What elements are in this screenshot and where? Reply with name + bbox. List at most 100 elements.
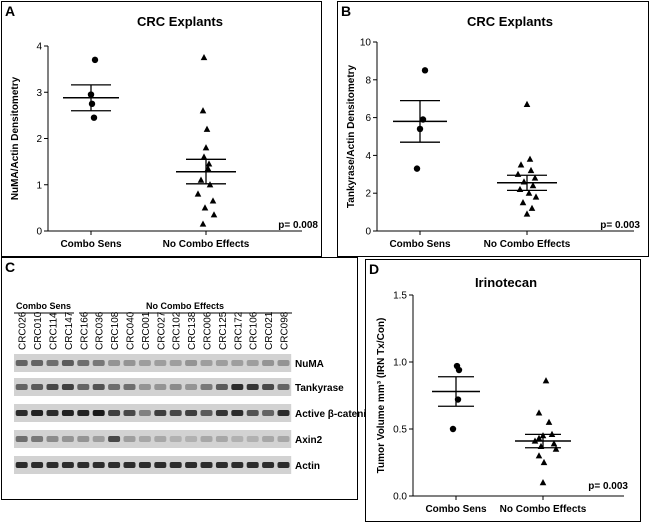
blot-band [46, 360, 59, 366]
data-point-circle [455, 366, 463, 374]
blot-band [61, 384, 74, 390]
y-tick-label: 4 [365, 151, 371, 162]
blot-label: Active β-catenin [295, 409, 372, 420]
blot-band [92, 360, 105, 366]
data-point-triangle [514, 170, 522, 177]
blot-band [31, 384, 44, 390]
blot-band [31, 462, 44, 468]
panel-label-b: B [341, 3, 352, 19]
blot-band [138, 436, 151, 442]
blot-label: Tankyrase [295, 383, 344, 394]
data-point-triangle [535, 434, 543, 441]
data-point-triangle [523, 210, 531, 217]
blot-strip [14, 404, 292, 422]
data-point-circle [421, 67, 429, 74]
blot-label: Axin2 [295, 435, 323, 446]
group-label-combo-sens: Combo Sens [16, 301, 71, 311]
data-point-triangle [200, 53, 208, 61]
data-point-triangle [197, 176, 205, 183]
y-axis-label: NuMA/Actin Densitometry [10, 76, 21, 200]
p-value-annotation: p= 0.003 [588, 481, 628, 492]
blot-band [138, 384, 151, 390]
blot-band [108, 410, 121, 416]
blot-band [215, 436, 228, 442]
data-point-circle [413, 165, 421, 172]
data-point-triangle [545, 418, 553, 425]
blot-band [108, 384, 121, 390]
data-point-circle [449, 425, 457, 433]
blot-band [169, 436, 182, 442]
y-tick-label: 1 [36, 180, 42, 191]
blot-band [246, 436, 259, 442]
blot-band [246, 360, 259, 366]
y-tick-label: 2 [365, 189, 371, 200]
data-point-triangle [523, 100, 531, 107]
sample-label: CRC166 [79, 311, 90, 350]
blot-band [262, 436, 275, 442]
blot-band [200, 384, 213, 390]
chart-title: CRC Explants [137, 14, 223, 29]
blot-band [123, 436, 136, 442]
sample-label: CRC026 [18, 311, 29, 350]
y-tick-label: 0.0 [393, 492, 407, 503]
blot-band [185, 360, 198, 366]
chart-b: CRC Explants 0 2 4 6 8 10 Tankyrase/Actin Densi… [346, 14, 640, 250]
blot-band [231, 410, 244, 416]
x-category-label: Combo Sens [60, 239, 122, 250]
blot-band [77, 410, 90, 416]
data-point-triangle [519, 199, 527, 206]
data-point-triangle [194, 190, 202, 197]
sample-label: CRC138 [187, 311, 198, 350]
data-point-triangle [529, 182, 537, 189]
data-point-triangle [539, 479, 547, 486]
blot-band [262, 384, 275, 390]
blot-band [277, 462, 290, 468]
blot-band [61, 462, 74, 468]
blot-band [231, 462, 244, 468]
blot-band [108, 436, 121, 442]
blot-band [61, 410, 74, 416]
x-category-label: Combo Sens [425, 504, 487, 515]
p-value-annotation: p= 0.003 [600, 220, 640, 231]
data-point-triangle [527, 166, 535, 174]
blot-band [154, 436, 167, 442]
blot-band [169, 360, 182, 366]
data-point-circle [88, 100, 96, 108]
blot-band [31, 436, 44, 442]
blot-strip [14, 456, 292, 474]
blot-band [138, 410, 151, 416]
data-point-triangle [517, 161, 525, 168]
x-category-label: No Combo Effects [163, 239, 250, 250]
blot-band [154, 410, 167, 416]
chart-d: Irinotecan 0.0 0.5 1.0 1.5 Tumor Volume mm³ (… [376, 275, 628, 515]
blot-band [138, 462, 151, 468]
x-category-label: Combo Sens [389, 239, 451, 250]
data-point-triangle [552, 445, 560, 452]
sample-label: CRC125 [218, 311, 229, 350]
chart-title: CRC Explants [467, 14, 553, 29]
data-point-triangle [535, 409, 543, 416]
panel-label-a: A [5, 3, 16, 19]
blot-band [262, 410, 275, 416]
data-point-triangle [526, 155, 534, 162]
sample-label: CRC098 [280, 311, 291, 350]
data-point-triangle [200, 153, 208, 160]
blot-band [231, 436, 244, 442]
western-blot: Combo Sens No Combo Effects CRC026 CRC010 CR… [14, 301, 372, 474]
panel-b: B CRC Explants 0 2 4 6 8 10 Tankyrase/Actin Den… [337, 1, 649, 257]
blot-band [108, 462, 121, 468]
chart-title: Irinotecan [475, 275, 537, 290]
data-point-triangle [199, 220, 207, 227]
blot-band [31, 360, 44, 366]
blot-band [215, 410, 228, 416]
data-point-triangle [525, 189, 533, 196]
y-tick-label: 0 [36, 227, 42, 238]
blot-band [15, 462, 28, 468]
blot-band [154, 384, 167, 390]
blot-band [46, 384, 59, 390]
blot-band [185, 384, 198, 390]
y-tick-label: 2 [36, 134, 42, 145]
blot-band [200, 462, 213, 468]
blot-band [231, 384, 244, 390]
blot-band [277, 410, 290, 416]
